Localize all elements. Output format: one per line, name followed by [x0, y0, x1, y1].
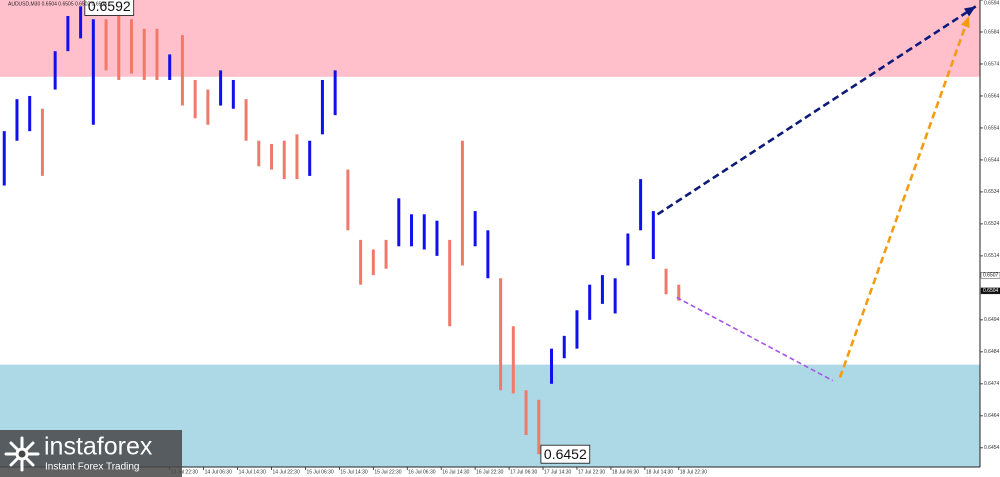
bars	[2, 6, 681, 455]
x-tick-label: 14 Jul 06:30	[205, 469, 232, 475]
price-label-box	[980, 287, 1000, 295]
y-tick-label: 0.6584	[984, 29, 1000, 35]
chart-title: AUDUSD,M30 0.6504 0.6505 0.6502 0.6504	[8, 1, 107, 7]
x-tick-label: 18 Jul 14:30	[646, 469, 673, 475]
x-tick-label: 15 Jul 22:30	[374, 469, 401, 475]
x-tick-label: 18 Jul 22:30	[680, 469, 707, 475]
forecast-arrow	[838, 15, 971, 378]
x-tick-label: 16 Jul 06:30	[408, 469, 435, 475]
extreme-label: 0.6592	[88, 0, 131, 14]
brand-icon	[4, 436, 40, 472]
extreme-label-box	[84, 0, 135, 16]
price-label: 0.6504	[983, 288, 999, 294]
y-tick-label: 0.6514	[984, 253, 1000, 259]
zones	[0, 0, 980, 467]
x-tick-label: 15 Jul 06:30	[306, 469, 333, 475]
y-tick-label: 0.6474	[984, 381, 1000, 387]
arrows	[656, 5, 977, 382]
brand-tagline: Instant Forex Trading	[45, 462, 140, 473]
extreme-label: 0.6452	[544, 446, 587, 462]
y-tick-label: 0.6534	[984, 189, 1000, 195]
y-tick-label: 0.6554	[984, 125, 1000, 131]
brand-name: instaforex	[44, 433, 153, 461]
x-tick-label: 15 Jul 14:30	[340, 469, 367, 475]
y-tick-label: 0.6524	[984, 221, 1000, 227]
x-tick-label: 17 Jul 06:30	[510, 469, 537, 475]
x-tick-label: 18 Jul 06:30	[612, 469, 639, 475]
x-tick-label: 14 Jul 22:30	[273, 469, 300, 475]
arrow-head	[963, 6, 976, 17]
y-tick-label: 0.6564	[984, 93, 1000, 99]
x-tick-label: 16 Jul 14:30	[442, 469, 469, 475]
y-tick-label: 0.6594	[984, 0, 1000, 6]
axes: 0.6594 0.6584 0.6574 0.6564 0.6554 0.6544 0.65…	[84, 0, 1000, 475]
y-tick-label: 0.6544	[984, 157, 1000, 163]
x-tick-label: 13 Jul 22:30	[171, 469, 198, 475]
x-tick-label: 17 Jul 14:30	[544, 469, 571, 475]
forecast-arrow	[676, 296, 834, 382]
zone	[0, 0, 980, 77]
x-tick-label: 17 Jul 22:30	[578, 469, 605, 475]
forecast-arrow	[656, 5, 977, 216]
price-label: 0.6507	[983, 273, 999, 279]
y-tick-label: 0.6464	[984, 413, 1000, 419]
price-label-box	[980, 272, 1000, 279]
x-tick-label: 14 Jul 14:30	[239, 469, 266, 475]
arrow-head	[960, 15, 970, 28]
y-tick-label: 0.6484	[984, 349, 1000, 355]
extreme-label-box	[540, 444, 591, 464]
y-tick-label: 0.6574	[984, 61, 1000, 67]
brand-logo: instaforex Instant Forex Trading	[0, 430, 182, 477]
y-tick-label: 0.6494	[984, 317, 1000, 323]
x-tick-label: 16 Jul 22:30	[476, 469, 503, 475]
y-tick-label: 0.6454	[984, 445, 1000, 451]
